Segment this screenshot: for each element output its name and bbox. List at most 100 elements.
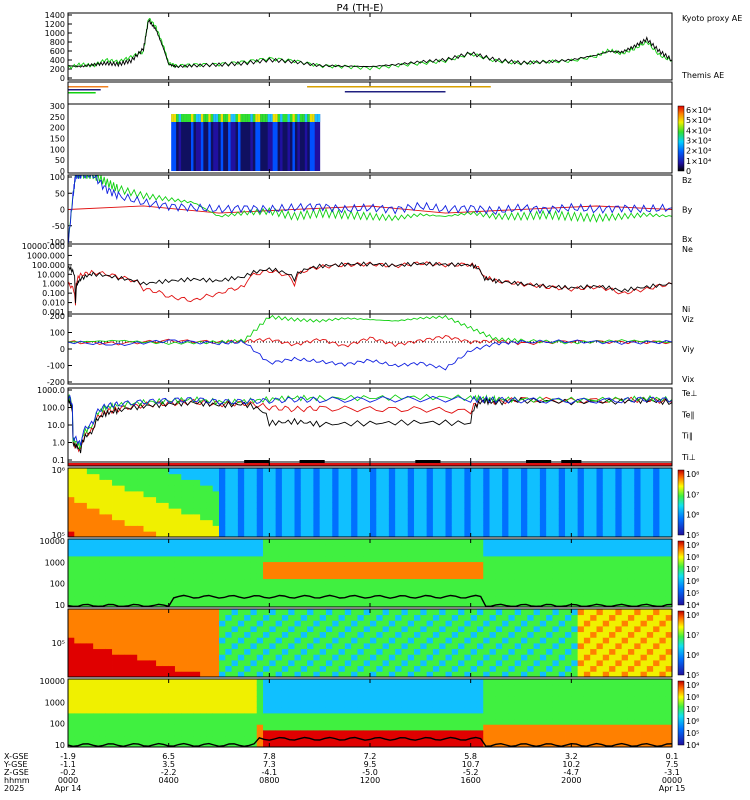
heatmap-cell xyxy=(174,468,182,475)
heatmap-cell xyxy=(388,567,396,574)
heatmap-cell xyxy=(388,690,396,697)
heatmap-cell xyxy=(118,473,126,480)
heatmap-cell xyxy=(590,491,597,498)
heatmap-cell xyxy=(332,590,339,597)
heatmap-cell xyxy=(401,595,409,602)
heatmap-cell xyxy=(458,584,465,591)
heatmap-cell xyxy=(583,550,591,557)
heatmap-cell xyxy=(112,665,119,672)
heatmap-cell xyxy=(495,544,503,551)
heatmap-cell xyxy=(527,614,534,621)
heatmap-cell xyxy=(99,601,107,607)
heatmap-cell xyxy=(181,626,188,633)
heatmap-cell xyxy=(514,479,522,486)
heatmap-cell xyxy=(432,614,440,621)
heatmap-cell xyxy=(640,468,648,475)
heatmap-cell xyxy=(451,595,459,602)
heatmap-cell xyxy=(187,561,195,568)
heatmap-cell xyxy=(219,690,226,697)
heatmap-cell xyxy=(439,724,446,731)
heatmap-cell xyxy=(483,730,490,737)
heatmap-cell xyxy=(162,595,170,602)
heatmap-cell xyxy=(502,544,509,551)
heatmap-cell xyxy=(634,590,641,597)
heatmap-cell xyxy=(508,660,516,667)
heatmap-cell xyxy=(200,595,207,602)
heatmap-cell xyxy=(187,660,195,667)
heatmap-cell xyxy=(256,556,264,563)
heatmap-cell xyxy=(206,718,214,725)
heatmap-cell xyxy=(93,643,100,650)
heatmap-cell xyxy=(357,718,365,725)
heatmap-cell xyxy=(206,654,214,661)
heatmap-cell xyxy=(439,648,446,655)
heatmap-cell xyxy=(143,473,151,480)
heatmap-cell xyxy=(514,567,522,574)
heatmap-cell xyxy=(388,665,396,672)
heatmap-cell xyxy=(432,573,440,580)
heatmap-cell xyxy=(130,556,138,563)
heatmap-cell xyxy=(483,573,490,580)
heatmap-cell xyxy=(420,468,428,475)
heatmap-cell xyxy=(149,508,157,515)
heatmap-cell xyxy=(219,550,226,557)
series-ne xyxy=(68,261,672,306)
heatmap-cell xyxy=(565,707,572,714)
heatmap-cell xyxy=(130,519,138,526)
heatmap-cell xyxy=(174,609,182,616)
heatmap-cell xyxy=(68,648,75,655)
keogram-column-top xyxy=(220,114,224,122)
heatmap-cell xyxy=(294,701,302,708)
heatmap-cell xyxy=(583,514,591,521)
heatmap-cell xyxy=(609,741,616,747)
heatmap-cell xyxy=(325,626,333,633)
heatmap-cell xyxy=(212,671,220,677)
heatmap-cell xyxy=(470,707,478,714)
heatmap-cell xyxy=(458,707,465,714)
heatmap-cell xyxy=(112,730,119,737)
heatmap-cell xyxy=(307,741,314,747)
colorbar-tick-label: 10⁵ xyxy=(686,531,699,540)
heatmap-cell xyxy=(527,485,534,492)
heatmap-cell xyxy=(583,701,591,708)
heatmap-cell xyxy=(212,531,220,537)
heatmap-cell xyxy=(634,491,641,498)
heatmap-cell xyxy=(659,637,667,644)
heatmap-cell xyxy=(634,595,641,602)
heatmap-cell xyxy=(105,595,113,602)
heatmap-cell xyxy=(445,654,453,661)
heatmap-cell xyxy=(332,665,339,672)
keogram-column-top xyxy=(235,114,239,122)
heatmap-cell xyxy=(325,648,333,655)
heatmap-cell xyxy=(546,609,553,616)
heatmap-cell xyxy=(596,620,604,627)
heatmap-cell xyxy=(288,502,295,509)
heatmap-cell xyxy=(130,561,138,568)
heatmap-cell xyxy=(414,544,421,551)
heatmap-cell xyxy=(325,735,333,742)
heatmap-cell xyxy=(552,479,560,486)
heatmap-cell xyxy=(319,496,327,503)
keogram-column-top xyxy=(247,114,251,122)
heatmap-cell xyxy=(319,614,327,621)
heatmap-cell xyxy=(307,707,314,714)
heatmap-cell xyxy=(439,614,446,621)
heatmap-cell xyxy=(363,660,371,667)
heatmap-cell xyxy=(445,696,453,703)
heatmap-cell xyxy=(156,690,163,697)
heatmap-cell xyxy=(363,595,371,602)
y-tick-label: 10 xyxy=(55,741,65,750)
heatmap-cell xyxy=(458,643,465,650)
heatmap-cell xyxy=(294,690,302,697)
heatmap-cell xyxy=(401,735,409,742)
heatmap-cell xyxy=(615,531,623,537)
heatmap-cell xyxy=(300,724,308,731)
heatmap-cell xyxy=(275,707,283,714)
heatmap-cell xyxy=(451,508,459,515)
heatmap-cell xyxy=(294,730,302,737)
heatmap-cell xyxy=(445,473,453,480)
heatmap-cell xyxy=(451,525,459,532)
heatmap-cell xyxy=(281,601,289,607)
heatmap-cell xyxy=(376,550,383,557)
